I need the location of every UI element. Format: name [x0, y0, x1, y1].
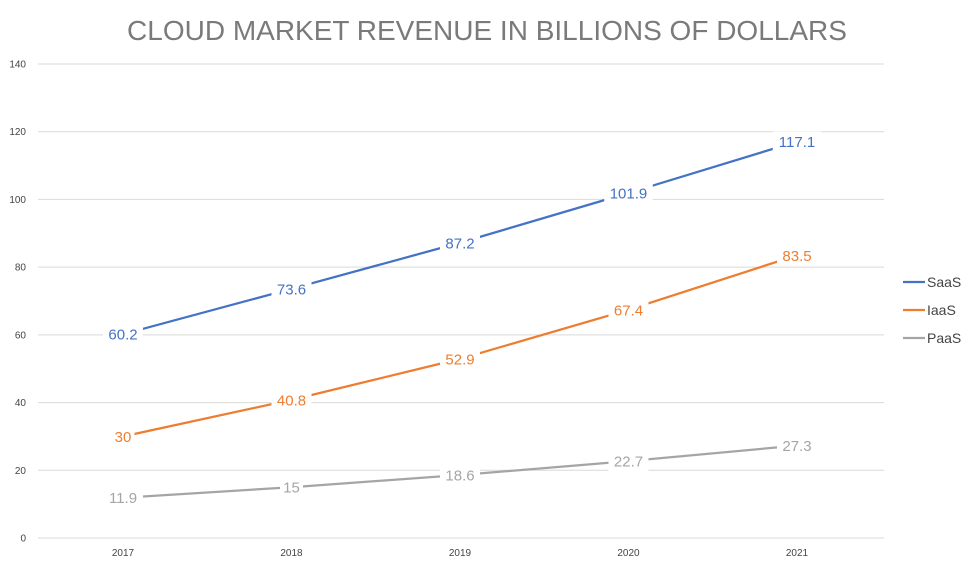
series-lines [121, 140, 799, 499]
data-label-background [608, 299, 649, 320]
y-tick-label: 120 [9, 127, 26, 138]
data-label-background [440, 232, 480, 253]
data-label-saas: 60.2 [108, 327, 137, 344]
data-label-paas: 15 [283, 480, 300, 497]
data-label-paas: 18.6 [445, 468, 474, 485]
y-tick-label: 0 [20, 534, 26, 545]
x-tick-label: 2020 [617, 548, 640, 559]
data-labels: 60.2 73.6 87.2 101.9 117.1 30 40.8 52.9 67.4 83.5… [103, 131, 822, 508]
series-line-iaas [121, 254, 799, 438]
data-label-background [440, 465, 480, 486]
y-tick-label: 80 [15, 263, 27, 274]
legend: SaaS IaaS PaaS [903, 274, 961, 346]
data-label-paas: 11.9 [109, 490, 137, 507]
data-label-iaas: 40.8 [277, 392, 306, 409]
data-label-iaas: 83.5 [782, 248, 811, 265]
data-label-background [608, 451, 649, 472]
y-axis-ticks: 0 20 40 60 80 100 120 140 [9, 60, 26, 545]
data-label-background [111, 426, 135, 447]
data-label-paas: 27.3 [782, 438, 811, 455]
y-tick-label: 100 [9, 195, 26, 206]
data-label-saas: 73.6 [277, 281, 306, 298]
data-label-saas: 87.2 [445, 235, 474, 252]
legend-label-iaas: IaaS [927, 302, 956, 318]
data-label-iaas: 67.4 [614, 302, 643, 319]
legend-label-paas: PaaS [927, 330, 961, 346]
y-tick-label: 140 [9, 60, 26, 71]
y-tick-label: 40 [15, 398, 27, 409]
data-label-background [103, 487, 143, 508]
x-tick-label: 2021 [786, 548, 809, 559]
data-label-saas: 117.1 [779, 134, 815, 151]
chart-title: CLOUD MARKET REVENUE IN BILLIONS OF DOLL… [127, 15, 847, 46]
data-label-iaas: 52.9 [445, 351, 474, 368]
data-label-background [103, 324, 143, 345]
y-tick-label: 60 [15, 330, 27, 341]
y-tick-label: 20 [15, 466, 27, 477]
data-label-background [440, 348, 480, 369]
x-axis-ticks: 2017 2018 2019 2020 2021 [112, 548, 809, 559]
legend-label-saas: SaaS [927, 274, 961, 290]
gridlines [38, 63, 884, 539]
data-label-background [772, 131, 822, 152]
x-tick-label: 2019 [449, 548, 472, 559]
data-label-background [271, 278, 312, 299]
data-label-iaas: 30 [115, 429, 132, 446]
x-tick-label: 2017 [112, 548, 135, 559]
data-label-background [604, 182, 653, 203]
data-label-background [777, 435, 817, 456]
data-label-paas: 22.7 [614, 454, 643, 471]
data-label-background [777, 245, 817, 266]
x-tick-label: 2018 [280, 548, 303, 559]
data-label-background [280, 477, 303, 498]
data-label-saas: 101.9 [610, 185, 648, 202]
data-label-background [271, 389, 312, 410]
